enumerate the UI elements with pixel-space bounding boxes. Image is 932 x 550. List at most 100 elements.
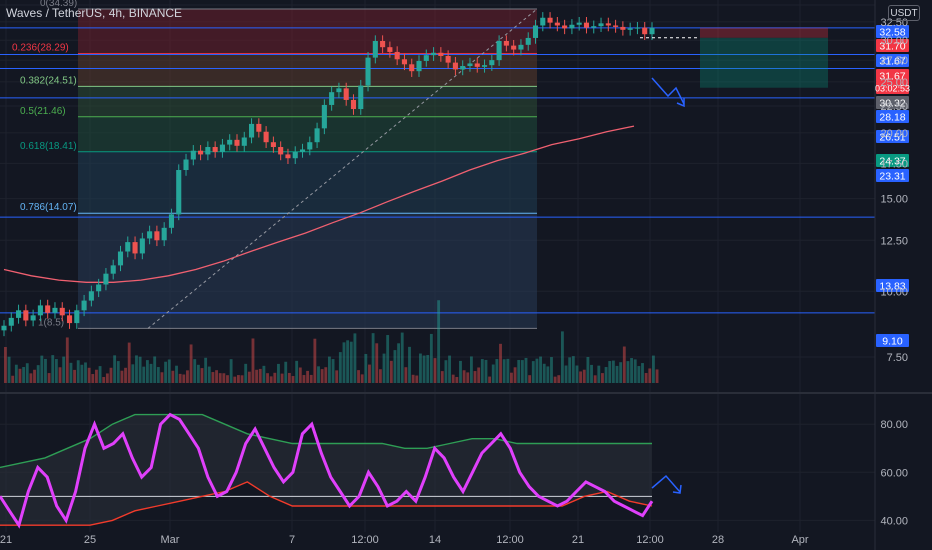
price-tick-label: 22.50 — [880, 101, 908, 113]
candle-body — [423, 55, 429, 61]
volume-bar — [360, 374, 364, 383]
price-label: 26.51 — [876, 130, 909, 144]
candle-body — [132, 242, 138, 254]
volume-bar — [295, 360, 299, 383]
candle-body — [387, 47, 393, 52]
volume-bar — [186, 370, 189, 383]
price-tick-label: 17.50 — [880, 158, 908, 170]
candle-body — [314, 128, 320, 143]
volume-bar — [25, 363, 29, 383]
candle-body — [263, 131, 269, 143]
volume-bar — [462, 370, 466, 383]
volume-bar — [440, 371, 444, 383]
volume-bar — [655, 369, 659, 383]
volume-bar — [626, 361, 630, 383]
volume-bar — [44, 358, 47, 383]
time-tick-label: 12:00 — [496, 534, 524, 546]
candle-body — [642, 27, 648, 35]
candle-body — [380, 40, 386, 48]
price-label-bg — [876, 169, 909, 182]
volume-bar — [138, 356, 142, 383]
volume-bar — [346, 340, 350, 383]
volume-bar — [579, 371, 583, 383]
time-tick-label: 28 — [712, 534, 724, 546]
fib-level-label: 0(34.39) — [40, 0, 77, 9]
price-tick-label: 25.00 — [880, 77, 908, 89]
volume-bar — [280, 373, 284, 383]
volume-bars — [4, 300, 659, 383]
volume-bar — [524, 357, 528, 383]
candle-body — [569, 24, 575, 29]
volume-bar — [477, 367, 481, 383]
volume-bar — [644, 373, 648, 383]
price-label-text: 31.67 — [879, 56, 905, 68]
volume-bar — [488, 376, 492, 383]
price-label: 31.67 — [876, 54, 909, 68]
currency-button[interactable]: USDT — [888, 5, 920, 21]
volume-bar — [7, 356, 11, 383]
volume-bar — [378, 369, 382, 383]
volume-bar — [400, 332, 404, 383]
volume-bar — [550, 357, 553, 383]
volume-bar — [619, 362, 623, 383]
price-label: 24.37 — [876, 154, 909, 168]
price-tick-label: 30.00 — [880, 35, 908, 47]
candle-body — [59, 307, 65, 316]
volume-bar — [542, 363, 546, 383]
price-label-bg — [876, 110, 909, 123]
volume-bar — [178, 373, 182, 383]
volume-bar — [47, 373, 51, 383]
candle-body — [278, 147, 284, 155]
candle-body — [372, 40, 378, 58]
candle-body — [96, 284, 102, 292]
volume-bar — [466, 372, 470, 383]
volume-bar — [240, 375, 244, 383]
rsi-pane — [0, 412, 875, 529]
price-tick-label: 20.00 — [880, 128, 908, 140]
fib-level-label: 0.5(21.46) — [20, 106, 66, 117]
volume-bar — [480, 359, 484, 383]
volume-bar — [87, 367, 91, 383]
fib-zone — [78, 86, 537, 117]
candle-body — [554, 22, 560, 26]
volume-bar — [510, 372, 513, 383]
candle-body — [358, 85, 364, 110]
price-label-bg — [876, 334, 909, 347]
volume-bar — [277, 363, 280, 383]
volume-bar — [182, 374, 186, 383]
volume-bar — [229, 359, 233, 383]
volume-bar — [448, 355, 451, 383]
volume-bar — [386, 335, 390, 383]
candle-body — [45, 305, 51, 313]
price-label: 23.31 — [876, 169, 909, 183]
short-position-tool — [700, 27, 828, 88]
volume-bar — [124, 367, 127, 383]
fib-zone — [78, 53, 537, 87]
price-label-text: 9.10 — [882, 336, 903, 348]
volume-bar — [211, 372, 215, 383]
price-label-text: 24.37 — [879, 156, 905, 168]
price-label: 03:02:53 — [875, 81, 910, 94]
volume-bar — [324, 367, 328, 383]
price-label-text: 13.83 — [879, 281, 905, 293]
volume-bar — [535, 358, 539, 383]
candle-body — [532, 25, 539, 38]
volume-bar — [4, 347, 7, 383]
candle-body — [321, 104, 327, 129]
candle-body — [52, 307, 58, 313]
volume-bar — [18, 368, 22, 383]
volume-bar — [291, 376, 295, 383]
candle-body — [496, 40, 502, 61]
rsi-lower-band — [0, 481, 653, 526]
time-tick-label: Mar — [161, 534, 180, 546]
volume-bar — [40, 355, 44, 383]
target-zone — [700, 37, 828, 88]
volume-bar — [473, 371, 477, 383]
volume-bar — [328, 356, 331, 383]
volume-bar — [459, 360, 462, 383]
volume-bar — [266, 373, 269, 383]
chart-title: Waves / TetherUS, 4h, BINANCE — [6, 6, 183, 20]
candle-body — [336, 88, 342, 93]
volume-bar — [65, 337, 69, 383]
